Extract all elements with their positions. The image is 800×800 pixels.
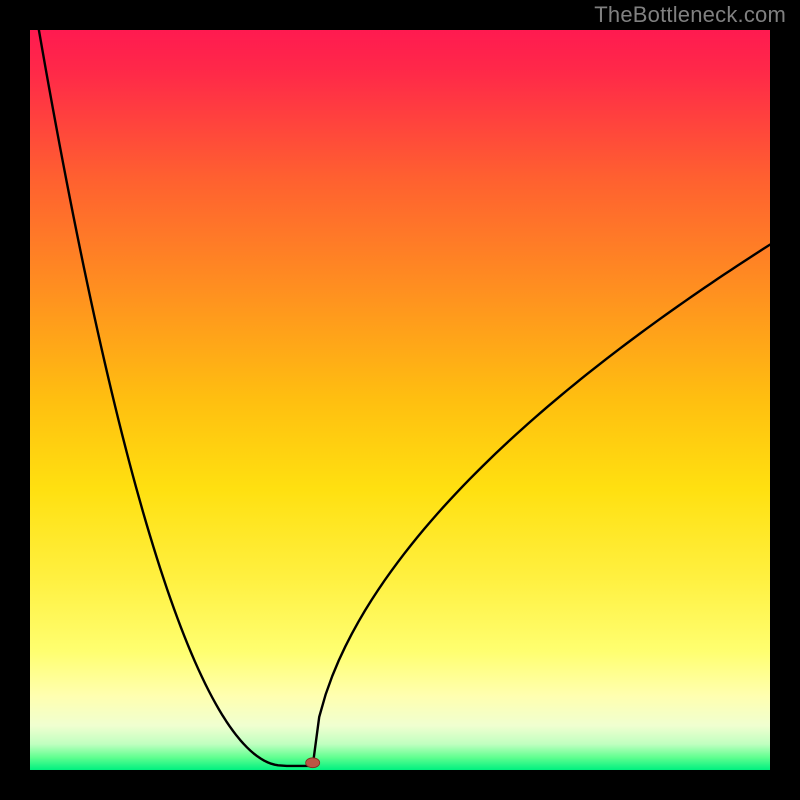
plot-gradient-background <box>30 30 770 770</box>
chart-svg <box>0 0 800 800</box>
intersection-marker <box>306 758 320 768</box>
chart-root: TheBottleneck.com <box>0 0 800 800</box>
watermark-text: TheBottleneck.com <box>594 2 786 28</box>
